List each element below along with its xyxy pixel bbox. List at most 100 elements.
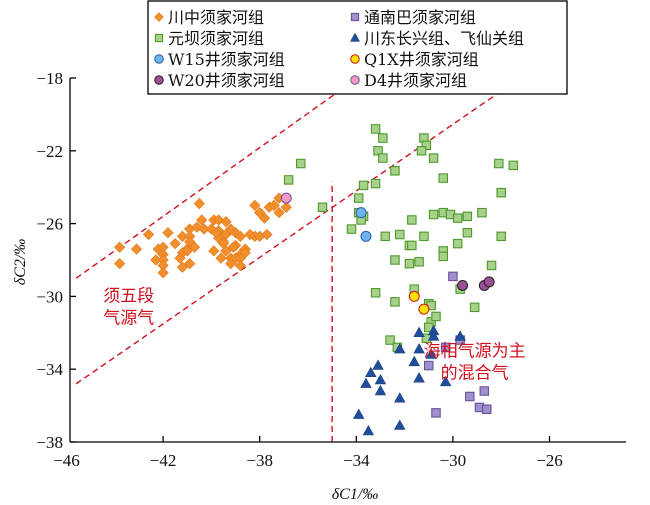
data-point (483, 276, 495, 288)
data-point (428, 153, 439, 163)
data-point (394, 419, 406, 430)
data-point (208, 245, 220, 257)
data-point (346, 224, 357, 234)
data-point (205, 223, 218, 235)
upper-boundary-line (75, 93, 335, 279)
data-point (438, 251, 448, 262)
data-point (378, 133, 388, 143)
y-tick-label: −34 (36, 360, 63, 379)
data-point (358, 180, 369, 191)
data-point (130, 243, 143, 255)
data-point (184, 258, 196, 270)
data-point (408, 290, 420, 302)
data-point (234, 259, 247, 272)
data-point (431, 408, 441, 418)
x-tick-label: −38 (246, 451, 273, 470)
data-point (169, 237, 181, 250)
data-point (225, 258, 237, 270)
legend-marker (154, 12, 164, 22)
data-point (390, 166, 400, 176)
legend-label: 通南巴须家河组 (364, 8, 476, 27)
x-tick-label: −42 (150, 451, 177, 470)
data-point (114, 241, 126, 253)
data-point (378, 153, 388, 163)
legend-label: W20井须家河组 (168, 71, 285, 90)
data-point (374, 384, 387, 396)
data-point (280, 201, 292, 213)
annotation-line: 海相气源为主 (424, 341, 526, 361)
data-point (416, 146, 427, 156)
data-point (268, 199, 280, 212)
series-6 (457, 276, 495, 291)
data-point (355, 207, 367, 219)
x-tick-label: −26 (536, 451, 563, 470)
data-point (508, 160, 519, 171)
x-tick-label: −30 (440, 451, 467, 470)
data-point (452, 213, 463, 223)
legend-label: 川中须家河组 (168, 8, 264, 27)
data-point (360, 230, 372, 242)
y-tick-label: −26 (36, 215, 63, 234)
data-point (280, 192, 292, 204)
legend-marker (350, 12, 360, 22)
data-point (370, 288, 381, 298)
data-point (162, 227, 174, 239)
data-point (210, 227, 222, 239)
legend-label: W15井须家河组 (168, 50, 285, 69)
series-4 (355, 207, 372, 242)
data-point (362, 424, 375, 436)
legend-marker (350, 75, 360, 85)
x-tick-label: −34 (343, 451, 370, 470)
legend-marker (154, 54, 164, 64)
data-point (407, 240, 417, 251)
data-point (413, 343, 425, 354)
legend-marker (350, 32, 360, 42)
data-point (404, 258, 415, 269)
data-point (439, 375, 452, 387)
data-point (220, 216, 232, 228)
x-axis-title: δC1/‰ (332, 486, 379, 503)
data-point (296, 158, 306, 169)
data-point (395, 229, 405, 240)
data-point (360, 377, 372, 388)
annotation-line: 须五段 (103, 287, 154, 307)
data-point (390, 255, 400, 265)
reference-lines (75, 93, 497, 442)
annotation-line: 的混合气 (441, 363, 509, 383)
legend-marker (154, 75, 164, 85)
data-point (283, 175, 294, 185)
data-point (479, 386, 490, 396)
data-point (427, 330, 440, 341)
y-axis-title: δC2/‰ (12, 239, 29, 286)
series-0 (114, 192, 292, 279)
series-7 (280, 192, 292, 204)
y-tick-label: −22 (36, 142, 63, 161)
data-point (372, 359, 384, 370)
data-point (494, 158, 504, 169)
data-point (462, 211, 473, 222)
legend-label: 元坝须家河组 (168, 29, 264, 48)
data-point (352, 408, 365, 419)
x-tick-label: −46 (53, 451, 80, 470)
data-point (353, 193, 364, 203)
data-point (418, 303, 430, 315)
data-point (394, 343, 406, 354)
data-point (425, 348, 437, 359)
annotation-line: 气源气 (103, 309, 154, 329)
data-point (373, 146, 383, 156)
data-point (454, 330, 466, 341)
data-point (431, 311, 441, 322)
data-point (370, 178, 381, 189)
data-point (181, 245, 193, 257)
data-point (457, 279, 469, 291)
data-point (225, 223, 237, 235)
legend-label: Q1X井须家河组 (364, 50, 479, 69)
data-point (157, 267, 169, 279)
series-5 (408, 290, 430, 315)
data-point (428, 209, 439, 220)
data-point (174, 252, 186, 264)
legend-label: D4井须家河组 (364, 71, 467, 90)
data-point (481, 404, 492, 414)
series-1 (283, 124, 519, 353)
